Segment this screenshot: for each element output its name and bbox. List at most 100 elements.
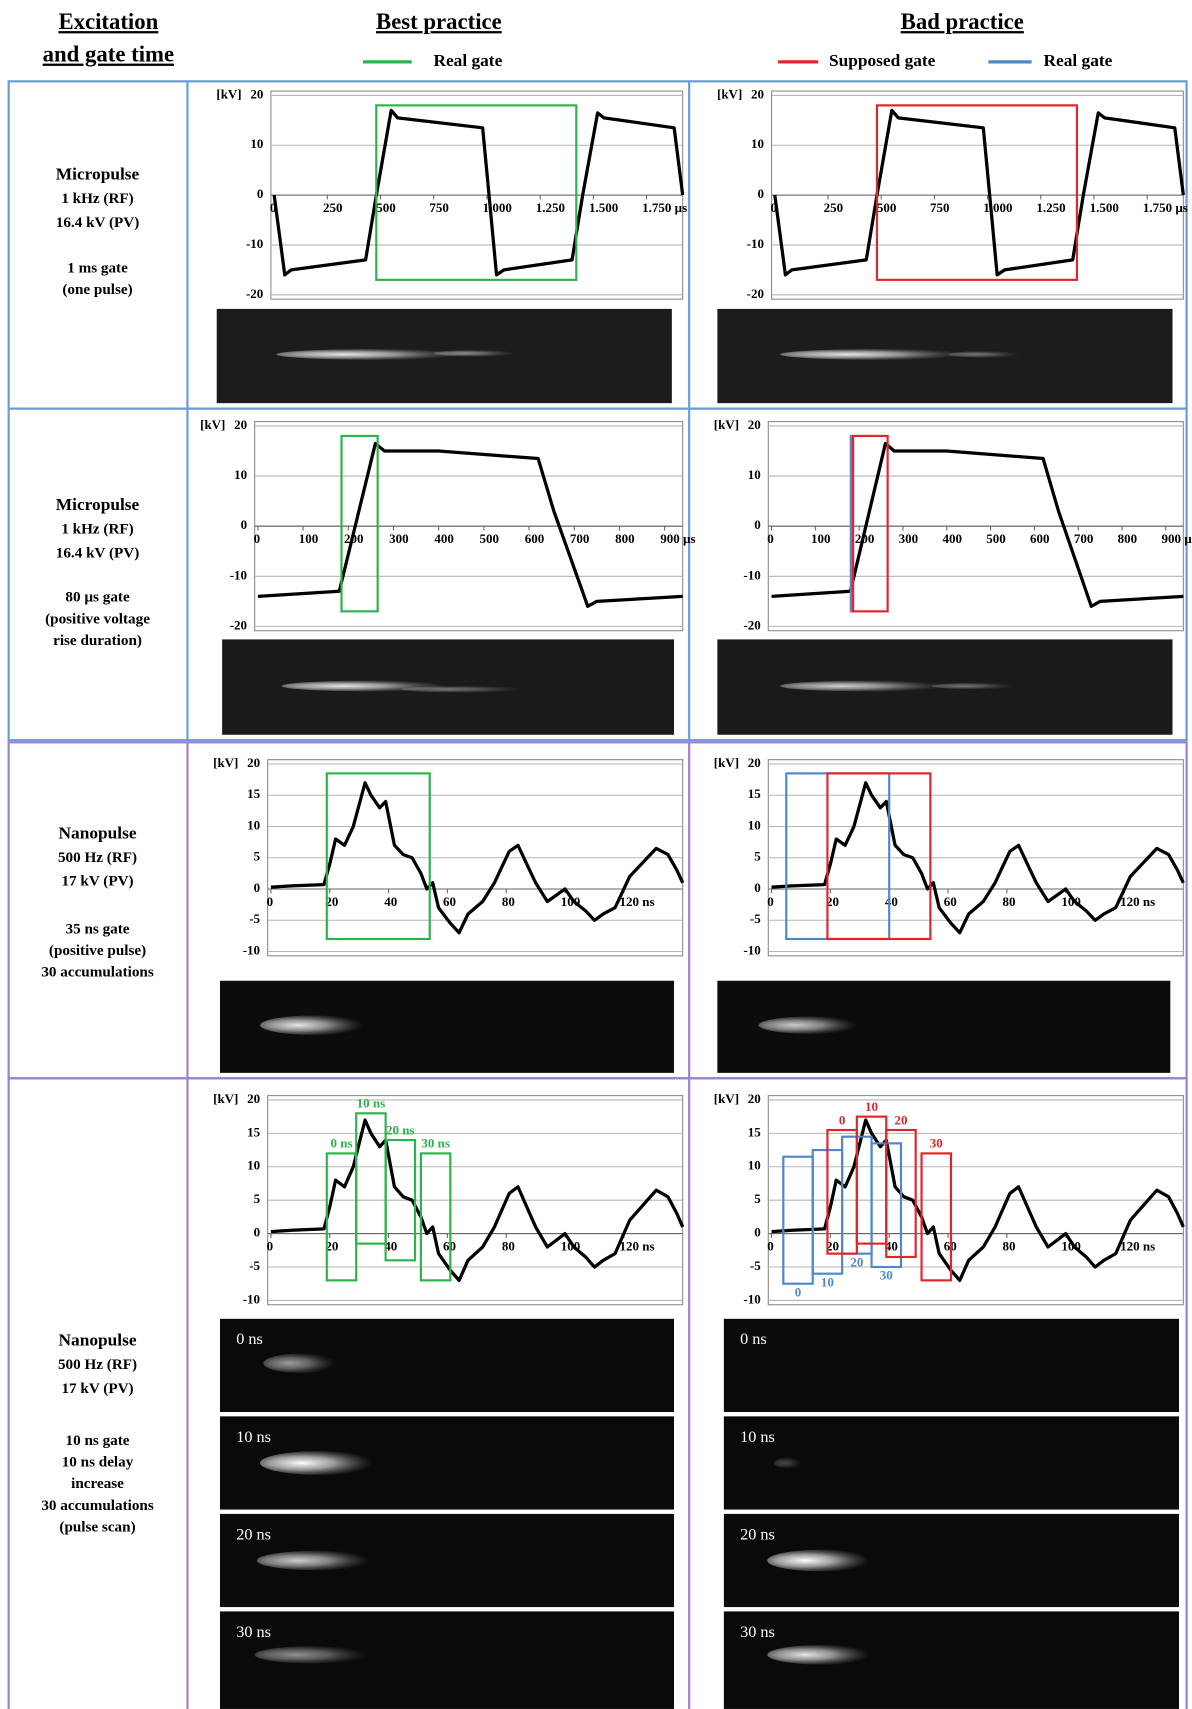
column-title: and gate time <box>43 42 174 67</box>
x-tick-label: 120 ns <box>620 894 655 909</box>
x-tick-label: 1.500 <box>589 200 618 215</box>
x-tick-label: 20 <box>826 1239 839 1254</box>
x-tick-label: 100 <box>561 894 581 909</box>
y-tick-label: 10 <box>247 817 260 832</box>
image-label: 30 ns <box>740 1623 775 1641</box>
y-tick-label: -5 <box>249 1258 260 1273</box>
gate-label: 0 <box>839 1112 846 1127</box>
y-tick-label: 10 <box>748 1158 761 1173</box>
waveform <box>270 1118 685 1282</box>
y-unit: [kV] <box>216 86 241 101</box>
y-tick-label: 0 <box>241 517 248 532</box>
x-tick-label: 1.000 <box>983 200 1012 215</box>
y-tick-label: 15 <box>748 786 762 801</box>
x-tick-label: 20 <box>826 894 839 909</box>
row-label: 16.4 kV (PV) <box>56 544 140 561</box>
x-tick-label: 40 <box>384 1239 397 1254</box>
y-unit: [kV] <box>714 755 739 770</box>
x-tick-label: 1.250 <box>1036 200 1065 215</box>
row-label: 1 kHz (RF) <box>61 190 133 207</box>
row-label: 1 ms gate <box>67 259 128 276</box>
y-tick-label: -10 <box>246 236 263 251</box>
y-tick-label: -20 <box>246 286 263 301</box>
gate <box>340 434 379 613</box>
image-label: 0 ns <box>236 1330 263 1348</box>
row-label: 30 accumulations <box>41 964 154 981</box>
x-tick-label: 100 <box>1061 894 1081 909</box>
y-tick-label: -5 <box>750 1258 761 1273</box>
discharge-streak <box>263 1353 340 1374</box>
image-label: 10 ns <box>740 1428 775 1446</box>
x-tick-label: 0 <box>267 1239 274 1254</box>
gate-label: 30 ns <box>421 1136 450 1151</box>
row-label: increase <box>71 1475 124 1492</box>
y-tick-label: 0 <box>757 186 764 201</box>
x-tick-label: 0 <box>270 200 277 215</box>
gate-label: 10 <box>865 1099 878 1114</box>
y-tick-label: 10 <box>751 136 764 151</box>
gate-label: 20 ns <box>386 1122 415 1137</box>
row-label: 10 ns gate <box>66 1432 130 1449</box>
x-tick-label: 80 <box>502 894 515 909</box>
discharge-streak <box>780 348 976 360</box>
row-label: 10 ns delay <box>62 1453 134 1470</box>
image-label: 10 ns <box>236 1428 271 1446</box>
x-tick-label: 800 <box>615 531 635 546</box>
x-tick-label: 1.750 µs <box>642 200 687 215</box>
row-label: (one pulse) <box>62 281 132 298</box>
gate-label: 10 ns <box>357 1096 386 1111</box>
gate-label: 30 <box>930 1136 943 1151</box>
waveform <box>773 108 1185 277</box>
y-tick-label: 20 <box>748 417 761 432</box>
x-tick-label: 100 <box>811 531 831 546</box>
x-tick-label: 20 <box>325 1239 338 1254</box>
x-tick-label: 900 µs <box>660 531 695 546</box>
x-tick-label: 200 <box>855 531 875 546</box>
x-tick-label: 120 ns <box>1120 894 1155 909</box>
x-tick-label: 0 <box>254 531 261 546</box>
row-label: (positive pulse) <box>49 942 146 959</box>
waveform <box>771 781 1185 935</box>
row-label: (positive voltage <box>45 610 150 627</box>
frames <box>7 80 1188 1709</box>
y-tick-label: -10 <box>743 567 760 582</box>
y-tick-label: -5 <box>249 911 260 926</box>
x-tick-label: 80 <box>1003 894 1016 909</box>
x-tick-label: 0 <box>767 531 774 546</box>
row-label: (pulse scan) <box>59 1518 135 1535</box>
row-label: 30 accumulations <box>41 1497 154 1514</box>
y-tick-label: 5 <box>754 1191 761 1206</box>
x-tick-label: 0 <box>767 1239 774 1254</box>
x-tick-label: 750 <box>930 200 950 215</box>
x-tick-label: 500 <box>986 531 1006 546</box>
discharge-streak <box>767 1549 876 1572</box>
y-tick-label: -20 <box>743 617 760 632</box>
y-tick-label: -10 <box>747 236 764 251</box>
row-label: 35 ns gate <box>66 920 130 937</box>
y-tick-label: 5 <box>254 1191 261 1206</box>
x-tick-label: 400 <box>434 531 454 546</box>
y-tick-label: 10 <box>748 817 761 832</box>
x-tick-label: 300 <box>899 531 919 546</box>
y-tick-label: 0 <box>754 517 761 532</box>
y-tick-label: 10 <box>234 467 247 482</box>
waveform <box>272 108 685 277</box>
y-tick-label: -10 <box>230 567 247 582</box>
x-tick-label: 600 <box>525 531 545 546</box>
camera-image <box>723 1318 1179 1413</box>
discharge-streak <box>758 1016 863 1034</box>
y-tick-label: 20 <box>748 1091 761 1106</box>
x-tick-label: 0 <box>267 894 274 909</box>
y-tick-label: -10 <box>243 1291 260 1306</box>
y-tick-label: 20 <box>250 86 263 101</box>
legend-label: Real gate <box>1044 51 1113 70</box>
x-tick-label: 700 <box>1074 531 1094 546</box>
y-unit: [kV] <box>717 86 742 101</box>
discharge-streak <box>260 1015 369 1035</box>
y-tick-label: -20 <box>747 286 764 301</box>
x-tick-label: 1.500 <box>1090 200 1119 215</box>
y-tick-label: 20 <box>247 1091 260 1106</box>
y-unit: [kV] <box>714 1091 739 1106</box>
image-label: 30 ns <box>236 1623 271 1641</box>
